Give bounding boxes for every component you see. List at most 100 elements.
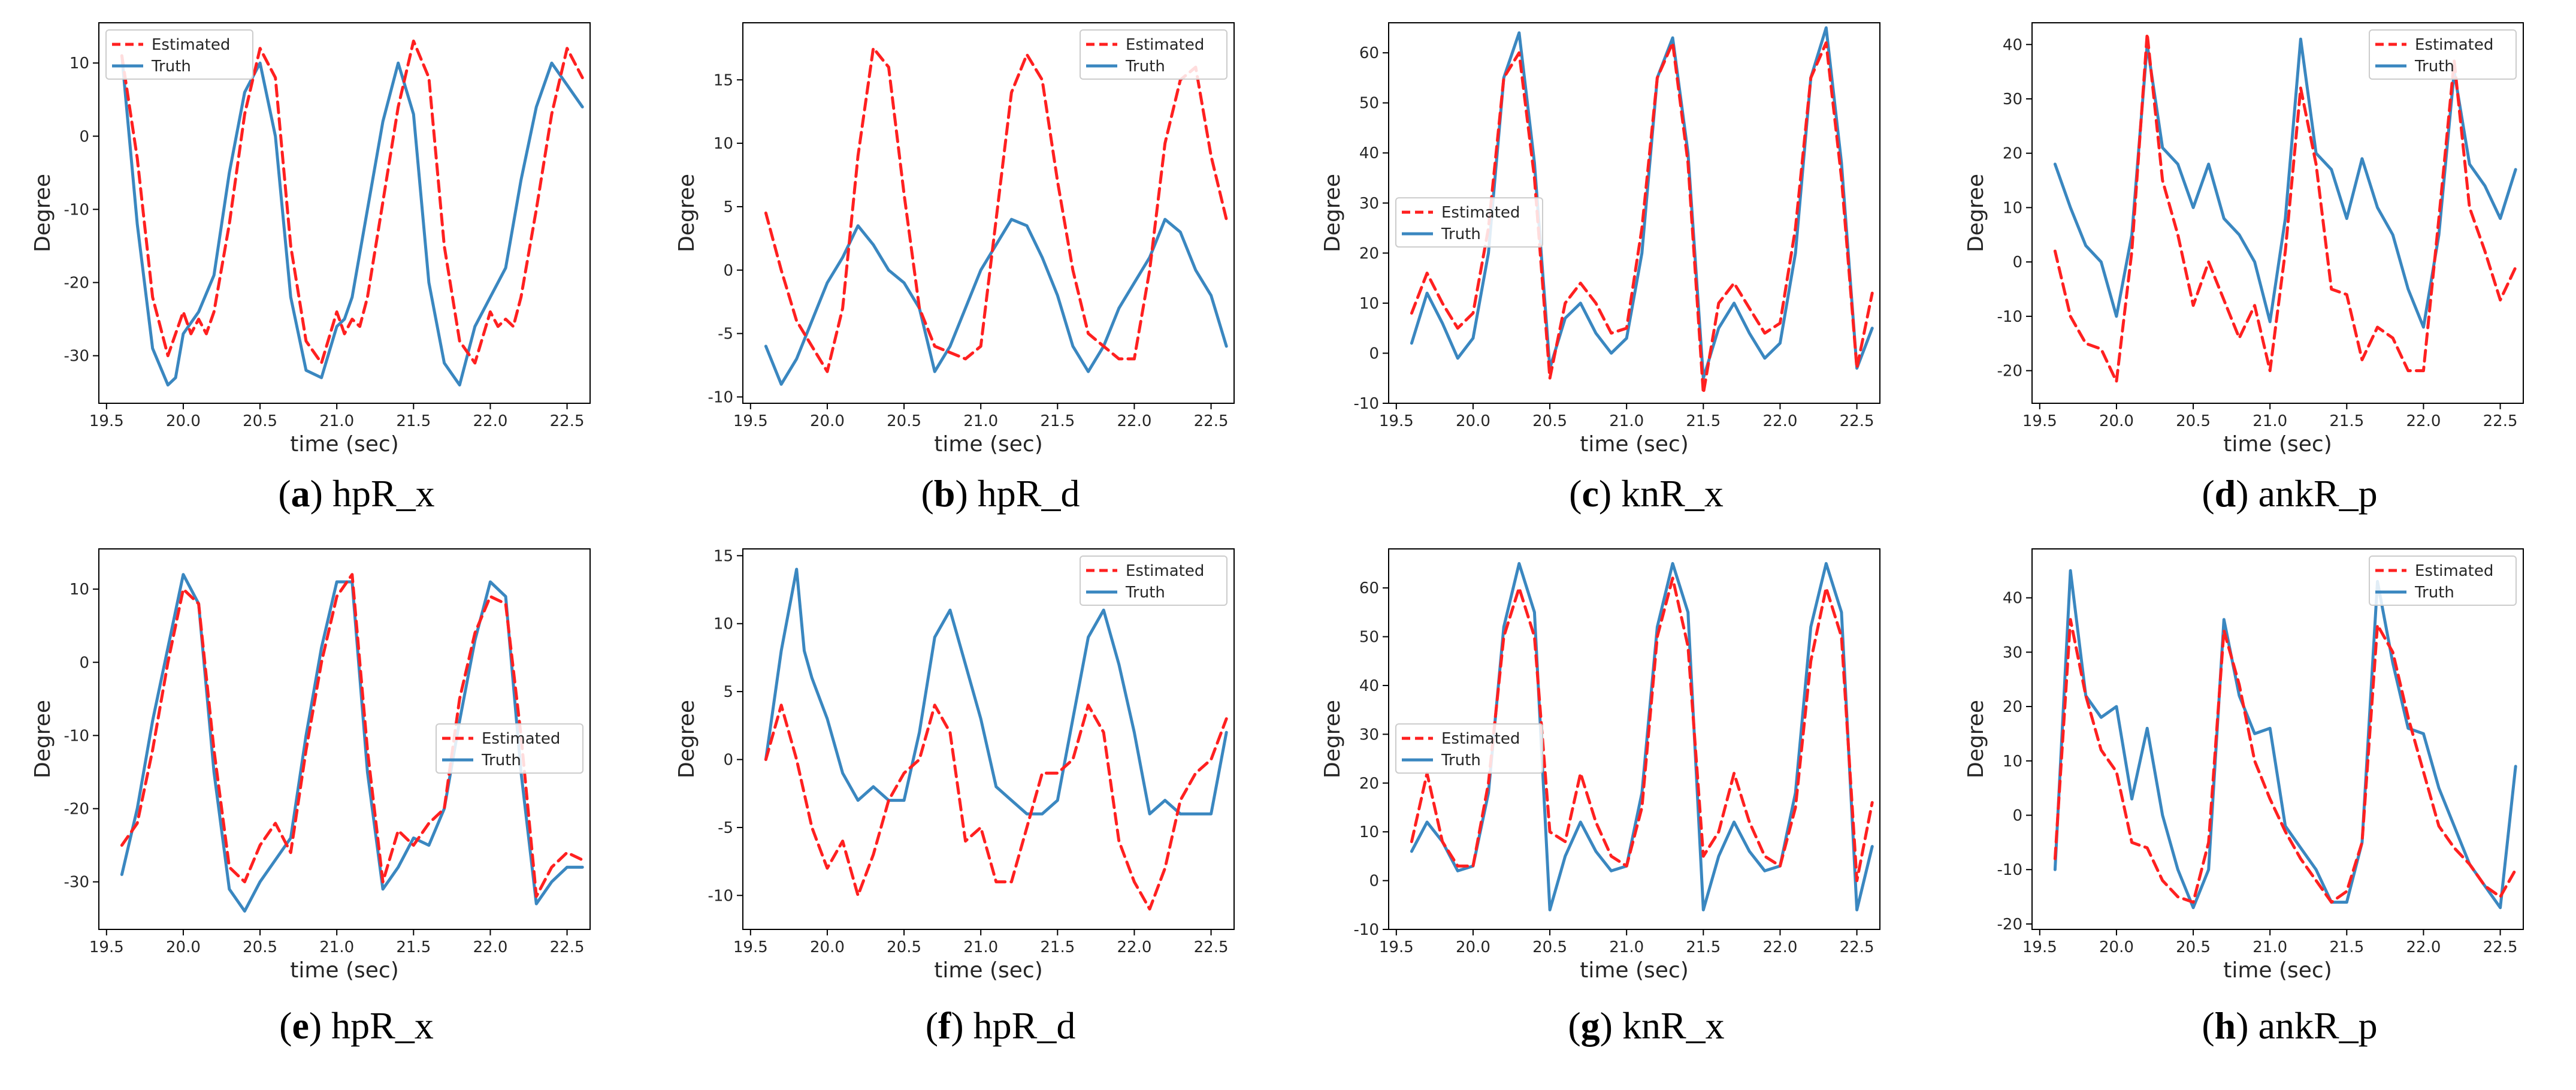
x-axis-label: time (sec): [934, 432, 1043, 457]
x-tick-label: 21.0: [319, 412, 354, 430]
x-tick-label: 22.5: [1194, 938, 1229, 956]
y-tick-label: 10: [1359, 823, 1379, 841]
x-tick-label: 22.5: [1194, 412, 1229, 430]
series-line-estimated: [1410, 41, 1874, 395]
chart-panel-h: 19.5 20.0 20.5 21.0 21.5 22.0 22.5 -20 -10 0 10 20 3…: [1964, 548, 2524, 1047]
x-tick-label: 22.0: [1762, 938, 1797, 956]
y-tick-label: 20: [1359, 244, 1379, 262]
x-tick-label: 19.5: [733, 938, 768, 956]
x-tick-label: 20.5: [887, 412, 921, 430]
legend-label-truth: Truth: [1441, 751, 1481, 769]
x-tick-label: 22.0: [1117, 938, 1151, 956]
y-tick-label: -5: [718, 325, 733, 343]
y-axis-label: Degree: [1964, 700, 1988, 778]
x-tick-label: 20.5: [2176, 412, 2211, 430]
series-line-estimated: [764, 703, 1228, 911]
x-tick-label: 20.5: [1532, 412, 1567, 430]
y-tick-label: 10: [713, 135, 733, 153]
y-tick-label: 0: [2012, 807, 2022, 825]
y-tick-label: -10: [1997, 308, 2022, 326]
y-tick-label: 0: [79, 654, 89, 672]
panel-caption: (g) knR_x: [1568, 1004, 1724, 1047]
y-tick-label: 50: [1359, 95, 1379, 113]
x-axis-label: time (sec): [290, 958, 399, 983]
x-tick-label: 19.5: [1379, 938, 1414, 956]
y-tick-label: 0: [723, 751, 733, 769]
series-group: [1410, 561, 1874, 911]
x-tick-label: 21.5: [1040, 938, 1075, 956]
x-tick-label: 22.0: [1117, 412, 1151, 430]
x-tick-label: 19.5: [89, 412, 124, 430]
x-tick-label: 20.0: [166, 938, 201, 956]
y-tick-label: 20: [1359, 775, 1379, 793]
x-tick-label: 21.0: [963, 412, 998, 430]
y-tick-label: 30: [1359, 726, 1379, 744]
x-tick-label: 22.5: [2483, 938, 2518, 956]
legend-label-estimated: Estimated: [1126, 36, 1204, 54]
x-tick-label: 20.0: [1456, 412, 1490, 430]
x-tick-label: 21.0: [2253, 938, 2287, 956]
x-tick-label: 20.0: [810, 412, 845, 430]
y-tick-label: -30: [64, 874, 89, 892]
y-tick-label: 40: [2003, 590, 2022, 608]
series-group: [1410, 26, 1874, 395]
chart-panel-d: 19.5 20.0 20.5 21.0 21.5 22.0 22.5 -20 -10 0 10 20 3…: [1964, 22, 2524, 515]
x-axis-label: time (sec): [290, 432, 399, 457]
y-tick-label: 0: [79, 128, 89, 146]
legend: Estimated Truth: [436, 723, 583, 774]
y-tick-label: 30: [2003, 90, 2022, 108]
x-tick-label: 21.5: [1040, 412, 1075, 430]
y-tick-label: -10: [708, 887, 733, 905]
plot-frame: [2031, 548, 2524, 930]
x-tick-label: 21.0: [1609, 938, 1644, 956]
legend: Estimated Truth: [2369, 555, 2517, 606]
legend-label-truth: Truth: [1125, 58, 1165, 76]
legend-label-truth: Truth: [1125, 584, 1165, 602]
legend-label-estimated: Estimated: [482, 730, 560, 748]
plot-frame: [742, 22, 1235, 404]
y-tick-label: 40: [2003, 36, 2022, 54]
panel-caption: (a) hpR_x: [278, 472, 434, 515]
y-tick-label: 40: [1359, 144, 1379, 162]
y-tick-label: 5: [723, 683, 733, 701]
y-tick-label: -10: [1997, 861, 2022, 879]
x-tick-label: 22.0: [1762, 412, 1797, 430]
y-tick-label: 20: [2003, 145, 2022, 163]
y-tick-label: -30: [64, 348, 89, 366]
series-line-truth: [764, 218, 1228, 386]
series-line-estimated: [2053, 32, 2517, 384]
chart-panel-f: 19.5 20.0 20.5 21.0 21.5 22.0 22.5 -10 -5 0 5 10 15 t…: [675, 547, 1235, 1047]
x-tick-label: 19.5: [1379, 412, 1414, 430]
x-axis-label: time (sec): [934, 958, 1043, 983]
y-tick-label: -20: [64, 801, 89, 819]
legend-label-estimated: Estimated: [2415, 562, 2493, 580]
y-tick-label: -10: [1354, 395, 1379, 413]
legend-label-estimated: Estimated: [2415, 36, 2493, 54]
panel-caption: (e) hpR_x: [279, 1004, 434, 1047]
x-tick-label: 20.0: [810, 938, 845, 956]
y-tick-label: 0: [2012, 253, 2022, 271]
y-tick-label: -10: [708, 388, 733, 406]
legend-label-truth: Truth: [1441, 225, 1481, 243]
x-tick-label: 19.5: [89, 938, 124, 956]
y-tick-label: 10: [69, 55, 89, 73]
x-tick-label: 20.0: [2099, 938, 2134, 956]
panel-caption: (c) knR_x: [1569, 472, 1724, 515]
series-line-truth: [2053, 569, 2517, 910]
series-line-estimated: [120, 573, 584, 898]
x-tick-label: 20.0: [2099, 412, 2134, 430]
x-tick-label: 22.0: [2406, 938, 2441, 956]
x-axis-label: time (sec): [2223, 432, 2332, 457]
x-tick-label: 22.5: [550, 938, 585, 956]
x-tick-label: 21.5: [2329, 938, 2364, 956]
y-axis-label: Degree: [1320, 700, 1345, 778]
panel-caption: (f) hpR_d: [926, 1004, 1076, 1047]
plot-frame: [742, 548, 1235, 930]
x-tick-label: 20.5: [1532, 938, 1567, 956]
chart-panel-g: 19.5 20.0 20.5 21.0 21.5 22.0 22.5 -10 0 10 20 30 40…: [1320, 548, 1880, 1047]
series-group: [120, 40, 584, 387]
legend-label-truth: Truth: [2414, 584, 2454, 602]
y-tick-label: 10: [713, 615, 733, 633]
series-group: [120, 573, 584, 913]
y-tick-label: 0: [1369, 345, 1379, 363]
